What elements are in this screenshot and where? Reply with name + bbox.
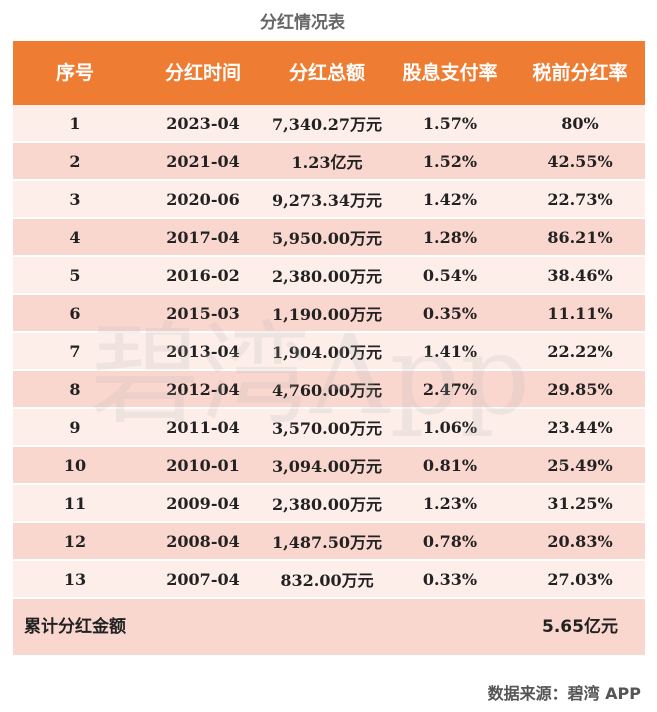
table-row: 4 2017-04 5,950.00万元 1.28% 86.21% bbox=[13, 219, 645, 257]
cell-date: 2023-04 bbox=[137, 105, 269, 143]
header-index: 序号 bbox=[13, 41, 137, 105]
header-payout-ratio: 股息支付率 bbox=[385, 41, 515, 105]
cell-date: 2016-02 bbox=[137, 257, 269, 295]
cell-pretax-rate: 38.46% bbox=[515, 257, 645, 295]
cell-index: 5 bbox=[13, 257, 137, 295]
cell-date: 2011-04 bbox=[137, 409, 269, 447]
cell-date: 2007-04 bbox=[137, 561, 269, 599]
cell-pretax-rate: 20.83% bbox=[515, 523, 645, 561]
table-row: 2 2021-04 1.23亿元 1.52% 42.55% bbox=[13, 143, 645, 181]
total-row: 累计分红金额 5.65亿元 bbox=[13, 599, 645, 657]
cell-amount: 5,950.00万元 bbox=[269, 219, 385, 257]
table-body: 1 2023-04 7,340.27万元 1.57% 80% 2 2021-04 1.23亿元… bbox=[13, 105, 645, 657]
cell-index: 8 bbox=[13, 371, 137, 409]
cell-payout-ratio: 1.52% bbox=[385, 143, 515, 181]
cell-pretax-rate: 27.03% bbox=[515, 561, 645, 599]
cell-payout-ratio: 1.06% bbox=[385, 409, 515, 447]
cell-amount: 3,094.00万元 bbox=[269, 447, 385, 485]
cell-pretax-rate: 23.44% bbox=[515, 409, 645, 447]
table-row: 13 2007-04 832.00万元 0.33% 27.03% bbox=[13, 561, 645, 599]
cell-amount: 9,273.34万元 bbox=[269, 181, 385, 219]
cell-payout-ratio: 1.57% bbox=[385, 105, 515, 143]
table-row: 6 2015-03 1,190.00万元 0.35% 11.11% bbox=[13, 295, 645, 333]
cell-amount: 2,380.00万元 bbox=[269, 485, 385, 523]
cell-date: 2021-04 bbox=[137, 143, 269, 181]
table-row: 10 2010-01 3,094.00万元 0.81% 25.49% bbox=[13, 447, 645, 485]
cell-index: 1 bbox=[13, 105, 137, 143]
data-source: 数据来源：碧湾 APP bbox=[487, 684, 641, 703]
total-value: 5.65亿元 bbox=[515, 599, 645, 657]
cell-payout-ratio: 0.33% bbox=[385, 561, 515, 599]
cell-pretax-rate: 42.55% bbox=[515, 143, 645, 181]
dividend-table: 序号 分红时间 分红总额 股息支付率 税前分红率 1 2023-04 7,340.2… bbox=[13, 41, 645, 657]
table-row: 1 2023-04 7,340.27万元 1.57% 80% bbox=[13, 105, 645, 143]
cell-payout-ratio: 1.28% bbox=[385, 219, 515, 257]
cell-date: 2013-04 bbox=[137, 333, 269, 371]
cell-pretax-rate: 25.49% bbox=[515, 447, 645, 485]
table-row: 3 2020-06 9,273.34万元 1.42% 22.73% bbox=[13, 181, 645, 219]
cell-amount: 1,190.00万元 bbox=[269, 295, 385, 333]
cell-index: 11 bbox=[13, 485, 137, 523]
cell-index: 12 bbox=[13, 523, 137, 561]
total-label: 累计分红金额 bbox=[13, 599, 137, 657]
total-empty-cell bbox=[385, 599, 515, 657]
table-row: 8 2012-04 4,760.00万元 2.47% 29.85% bbox=[13, 371, 645, 409]
header-pretax-rate: 税前分红率 bbox=[515, 41, 645, 105]
cell-date: 2015-03 bbox=[137, 295, 269, 333]
cell-index: 10 bbox=[13, 447, 137, 485]
cell-pretax-rate: 80% bbox=[515, 105, 645, 143]
cell-pretax-rate: 86.21% bbox=[515, 219, 645, 257]
cell-date: 2010-01 bbox=[137, 447, 269, 485]
cell-amount: 1,904.00万元 bbox=[269, 333, 385, 371]
cell-date: 2009-04 bbox=[137, 485, 269, 523]
cell-index: 6 bbox=[13, 295, 137, 333]
cell-date: 2020-06 bbox=[137, 181, 269, 219]
cell-index: 4 bbox=[13, 219, 137, 257]
table-row: 12 2008-04 1,487.50万元 0.78% 20.83% bbox=[13, 523, 645, 561]
table-row: 11 2009-04 2,380.00万元 1.23% 31.25% bbox=[13, 485, 645, 523]
cell-amount: 7,340.27万元 bbox=[269, 105, 385, 143]
cell-amount: 1.23亿元 bbox=[269, 143, 385, 181]
total-empty-cell bbox=[137, 599, 269, 657]
cell-amount: 1,487.50万元 bbox=[269, 523, 385, 561]
cell-payout-ratio: 0.35% bbox=[385, 295, 515, 333]
cell-payout-ratio: 1.41% bbox=[385, 333, 515, 371]
cell-pretax-rate: 22.22% bbox=[515, 333, 645, 371]
cell-pretax-rate: 29.85% bbox=[515, 371, 645, 409]
cell-amount: 832.00万元 bbox=[269, 561, 385, 599]
cell-payout-ratio: 0.81% bbox=[385, 447, 515, 485]
cell-payout-ratio: 2.47% bbox=[385, 371, 515, 409]
cell-payout-ratio: 0.78% bbox=[385, 523, 515, 561]
table-row: 5 2016-02 2,380.00万元 0.54% 38.46% bbox=[13, 257, 645, 295]
cell-index: 3 bbox=[13, 181, 137, 219]
cell-date: 2017-04 bbox=[137, 219, 269, 257]
cell-payout-ratio: 0.54% bbox=[385, 257, 515, 295]
cell-payout-ratio: 1.23% bbox=[385, 485, 515, 523]
table-row: 7 2013-04 1,904.00万元 1.41% 22.22% bbox=[13, 333, 645, 371]
total-empty-cell bbox=[269, 599, 385, 657]
cell-amount: 2,380.00万元 bbox=[269, 257, 385, 295]
cell-pretax-rate: 31.25% bbox=[515, 485, 645, 523]
table-title: 分红情况表 bbox=[260, 13, 345, 33]
header-amount: 分红总额 bbox=[269, 41, 385, 105]
header-date: 分红时间 bbox=[137, 41, 269, 105]
cell-amount: 3,570.00万元 bbox=[269, 409, 385, 447]
table-row: 9 2011-04 3,570.00万元 1.06% 23.44% bbox=[13, 409, 645, 447]
header-row: 序号 分红时间 分红总额 股息支付率 税前分红率 bbox=[13, 41, 645, 105]
cell-pretax-rate: 11.11% bbox=[515, 295, 645, 333]
cell-date: 2012-04 bbox=[137, 371, 269, 409]
cell-index: 7 bbox=[13, 333, 137, 371]
cell-index: 2 bbox=[13, 143, 137, 181]
cell-amount: 4,760.00万元 bbox=[269, 371, 385, 409]
cell-index: 9 bbox=[13, 409, 137, 447]
cell-pretax-rate: 22.73% bbox=[515, 181, 645, 219]
cell-index: 13 bbox=[13, 561, 137, 599]
cell-payout-ratio: 1.42% bbox=[385, 181, 515, 219]
cell-date: 2008-04 bbox=[137, 523, 269, 561]
